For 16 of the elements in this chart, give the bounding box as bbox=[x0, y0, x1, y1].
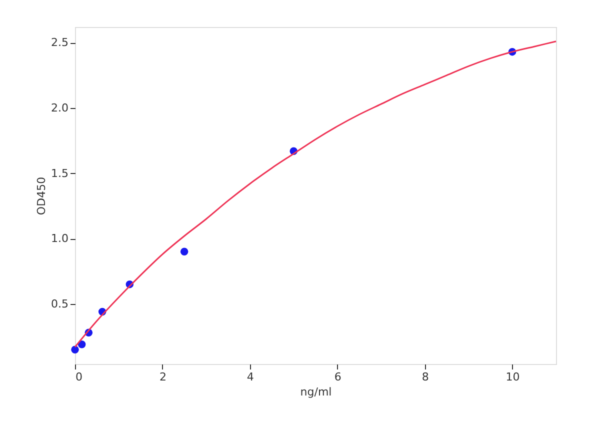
x-tick-label: 2 bbox=[159, 370, 166, 384]
x-tick-label: 10 bbox=[506, 370, 520, 384]
x-tick-label: 8 bbox=[422, 370, 429, 384]
y-tick-label: 0.5 bbox=[51, 297, 68, 310]
x-tick-label: 4 bbox=[246, 370, 254, 384]
x-tick-label: 0 bbox=[76, 370, 82, 384]
y-tick-label: 1.0 bbox=[51, 232, 68, 246]
y-tick-label: 2.5 bbox=[51, 36, 68, 50]
y-tick-label: 1.5 bbox=[51, 166, 68, 180]
point bbox=[180, 248, 188, 256]
point bbox=[78, 340, 86, 348]
point bbox=[71, 346, 79, 354]
x-tick-label: 6 bbox=[334, 370, 342, 384]
y-axis-title: OD450 bbox=[35, 176, 48, 216]
y-tick-label: 2.0 bbox=[51, 101, 68, 114]
x-axis-title: ng/ml bbox=[300, 386, 332, 398]
